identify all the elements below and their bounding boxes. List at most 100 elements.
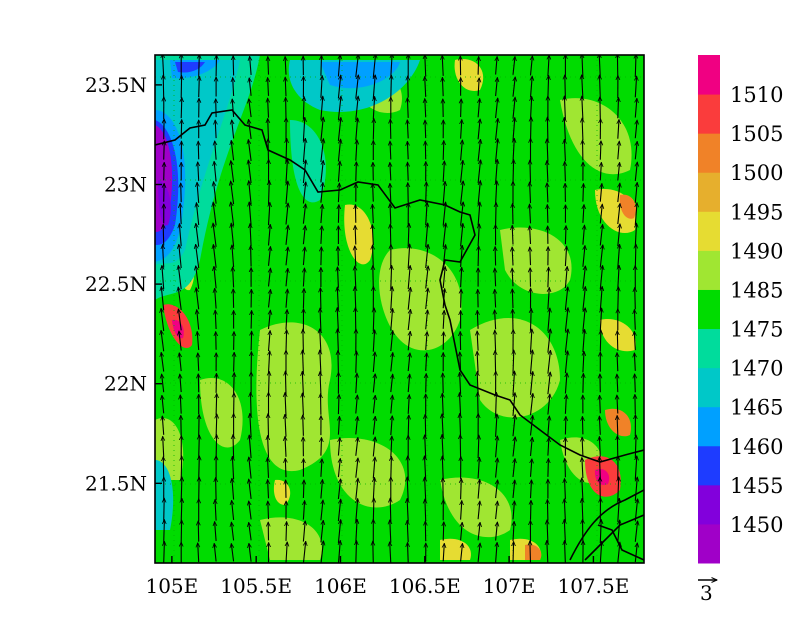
wind-arrow [564, 139, 565, 162]
wind-arrow [461, 267, 462, 288]
wind-arrow [303, 350, 304, 374]
wind-arrow [513, 160, 514, 184]
wind-arrow [408, 331, 410, 351]
wind-arrow [391, 416, 393, 436]
wind-arrow [269, 331, 271, 352]
wind-vectors [161, 55, 638, 563]
wind-arrow [425, 120, 426, 139]
wind-arrow [582, 478, 583, 501]
wind-arrow [161, 308, 165, 332]
wind-arrow [320, 117, 323, 142]
wind-arrow [442, 435, 443, 459]
wind-arrow [250, 224, 251, 247]
wind-arrow [582, 96, 583, 120]
wind-arrow [391, 265, 392, 290]
wind-arrow [303, 521, 305, 542]
wind-arrow [390, 498, 391, 523]
wind-arrow [391, 436, 392, 458]
wind-arrow [618, 265, 619, 290]
colorbar-swatch [698, 211, 720, 251]
wind-arrow [531, 459, 532, 477]
wind-arrow [355, 75, 359, 99]
wind-arrow [477, 372, 478, 395]
wind-arrow [250, 414, 251, 438]
wind-arrow [478, 435, 479, 459]
wind-arrow [478, 392, 479, 417]
wind-arrow [408, 456, 409, 480]
wind-arrow [321, 226, 322, 244]
wind-arrow [425, 55, 426, 77]
wind-arrow [425, 499, 426, 522]
wind-arrow [249, 522, 252, 541]
wind-arrow [303, 204, 305, 224]
wind-arrow [565, 479, 566, 500]
wind-arrow [391, 395, 393, 414]
wind-arrow [513, 97, 515, 119]
wind-arrow [600, 287, 602, 311]
wind-arrow [320, 329, 321, 353]
wind-arrow [460, 414, 461, 438]
wind-arrow [338, 161, 340, 182]
wind-arrow [391, 75, 392, 99]
wind-arrow [426, 223, 428, 247]
wind-arrow [373, 352, 375, 373]
wind-arrow [251, 331, 252, 351]
wind-arrow [583, 225, 585, 245]
x-tick-label: 106.5E [389, 574, 461, 598]
wind-arrow [600, 308, 601, 332]
wind-arrow [635, 288, 636, 310]
wind-arrow [460, 202, 464, 226]
wind-arrow [547, 372, 550, 395]
wind-arrow [461, 245, 463, 267]
wind-arrow [635, 223, 636, 247]
wind-arrow [249, 78, 251, 96]
wind-arrow [269, 371, 270, 395]
wind-arrow [269, 290, 271, 308]
x-tick-label: 105.5E [220, 574, 292, 598]
wind-arrow [162, 416, 163, 435]
wind-arrow [303, 117, 304, 141]
wind-arrow [408, 244, 410, 269]
wind-arrow [513, 393, 515, 416]
wind-arrow [513, 57, 515, 75]
wind-arrow [478, 224, 479, 246]
wind-arrow [426, 353, 427, 371]
wind-arrow [372, 204, 373, 224]
wind-arrow [634, 499, 637, 522]
wind-arrow [285, 436, 286, 457]
wind-arrow [618, 244, 620, 268]
wind-arrow [181, 477, 182, 501]
colorbar-label: 1465 [730, 396, 783, 420]
wind-arrow [196, 223, 200, 247]
wind-arrow [496, 98, 498, 119]
colorbar-label: 1455 [730, 474, 783, 498]
wind-arrow [478, 457, 479, 479]
wind-arrow [443, 267, 445, 289]
wind-arrow [321, 500, 323, 521]
wind-arrow [495, 118, 498, 141]
colorbar-swatch [698, 367, 720, 408]
wind-arrow [530, 226, 531, 245]
wind-arrow [321, 96, 323, 120]
y-tick-label: 21.5N [85, 471, 147, 495]
wind-arrow [356, 417, 358, 435]
wind-arrow [582, 55, 583, 78]
wind-arrow [234, 352, 235, 372]
wind-arrow [338, 139, 340, 162]
wind-arrow [548, 308, 550, 332]
wind-arrow [564, 499, 565, 522]
wind-arrow [179, 353, 181, 372]
wind-arrow [634, 521, 637, 542]
wind-arrow [512, 268, 513, 287]
wind-arrow [268, 480, 269, 499]
wind-arrow [213, 202, 217, 226]
wind-arrow [216, 435, 217, 459]
wind-arrow [531, 76, 533, 98]
wind-arrow [478, 501, 480, 520]
shaded-field [155, 55, 644, 563]
wind-arrow [407, 477, 408, 501]
wind-arrow [565, 75, 566, 99]
wind-arrow [408, 415, 409, 436]
wind-arrow [425, 244, 428, 269]
wind-arrow [408, 223, 409, 247]
